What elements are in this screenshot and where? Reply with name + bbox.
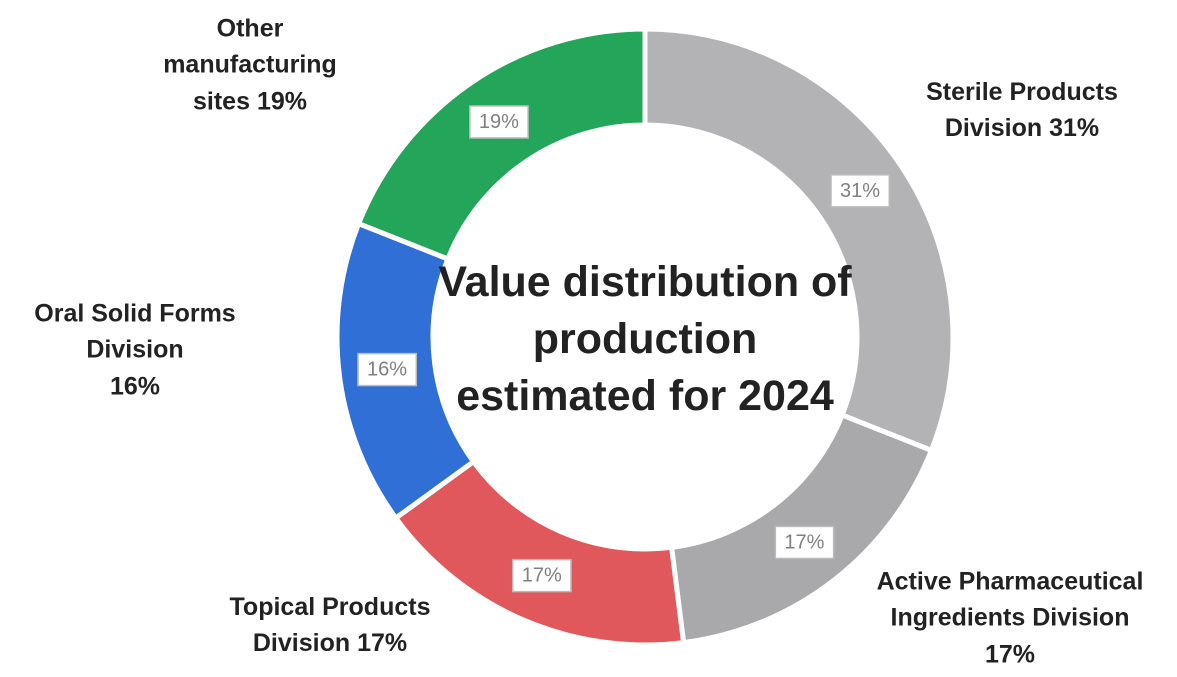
category-percent: 16%	[109, 372, 161, 401]
data-label-box	[830, 174, 891, 208]
donut-segment	[355, 26, 648, 263]
category-label: Topical Products Division 17%	[205, 589, 455, 662]
data-label: 19%	[469, 105, 529, 139]
category-percent: 31%	[1049, 114, 1100, 142]
category-label: Oral Solid Forms Division 16%	[10, 296, 260, 405]
category-percent: 17%	[984, 640, 1036, 669]
data-label-text: 17%	[522, 565, 562, 587]
category-percent: 19%	[256, 87, 307, 116]
data-label-box	[469, 105, 529, 139]
data-label: 17%	[774, 525, 835, 560]
data-label-text: 17%	[784, 531, 824, 553]
category-name: Topical Products Division	[229, 592, 431, 657]
category-name: Other manufacturing sites	[163, 14, 337, 116]
donut-segment	[642, 26, 956, 454]
data-label-text: 31%	[840, 180, 880, 202]
data-label: 17%	[511, 558, 572, 593]
data-label: 31%	[830, 174, 891, 208]
category-label: Sterile Products Division 31%	[897, 74, 1147, 147]
data-label-box	[357, 352, 418, 387]
category-label: Active Pharmaceutical Ingredients Divisi…	[840, 564, 1177, 673]
category-label: Other manufacturing sites 19%	[143, 11, 358, 120]
category-name: Active Pharmaceutical Ingredients Divisi…	[876, 567, 1144, 632]
data-label-text: 16%	[367, 359, 407, 381]
category-name: Sterile Products Division	[926, 77, 1118, 142]
category-percent: 17%	[357, 629, 408, 657]
data-label-box	[774, 525, 835, 560]
data-label-text: 19%	[479, 111, 519, 133]
data-label-box	[511, 558, 572, 593]
category-name: Oral Solid Forms Division	[34, 299, 236, 364]
data-label: 16%	[357, 352, 418, 387]
chart-title: Value distribution of production estimat…	[438, 258, 852, 421]
